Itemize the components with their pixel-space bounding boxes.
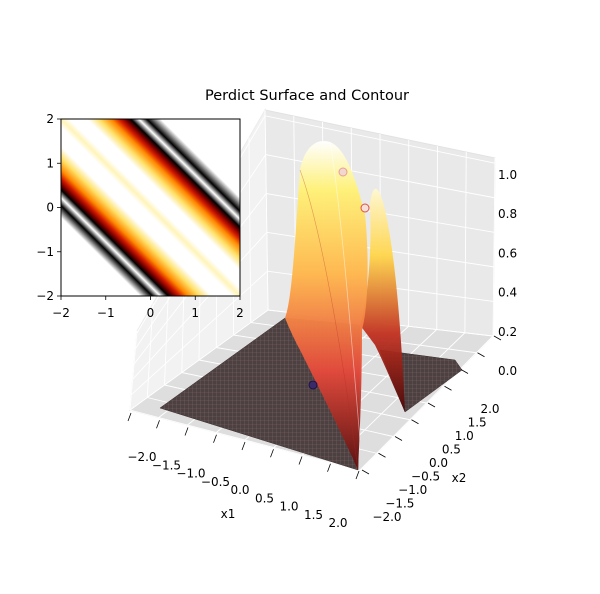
inset-y-tick-label: 0 (46, 201, 54, 215)
x2-tick-mark (427, 402, 436, 408)
inset-x-tick-label: −2 (52, 306, 70, 320)
x2-tick-mark (493, 335, 502, 341)
x1-tick-labels: −2.0−1.5−1.0−0.50.0 0.5 1.0 1.5 2.0 (127, 412, 360, 530)
x2-tick-label: −0.5 (411, 470, 440, 484)
x1-tick-label: 0.5 (255, 491, 274, 505)
inset-x-tick-label: −1 (97, 306, 115, 320)
x2-tick-mark (460, 369, 469, 374)
z-tick-label: 1.0 (498, 168, 517, 182)
x1-tick-mark (298, 456, 303, 465)
inset-x-tick-label: 2 (236, 306, 244, 320)
x2-tick-label: 0.5 (442, 443, 461, 457)
x1-tick-mark (355, 470, 360, 480)
inset-y-tick-label: 1 (46, 156, 54, 170)
contour-band (61, 119, 240, 296)
x1-tick-mark (156, 420, 160, 429)
x1-tick-mark (327, 463, 331, 472)
inset-y-ticks: −2 −1 0 1 2 (36, 112, 61, 303)
surface-ridge-back (360, 188, 405, 412)
surface-ridge-front (285, 140, 368, 470)
chart-title: Perdict Surface and Contour (205, 88, 409, 104)
x2-tick-mark (411, 419, 419, 425)
x1-axis-label: x1 (221, 507, 236, 521)
x1-tick-label: −2.0 (127, 450, 156, 464)
x1-tick-label: −1.5 (152, 458, 181, 472)
x2-tick-label: 1.0 (455, 429, 474, 443)
x1-tick-label: −0.5 (201, 475, 230, 489)
x1-tick-label: 1.5 (304, 508, 323, 522)
x2-tick-label: 1.5 (468, 416, 487, 430)
x2-tick-label: −1.0 (398, 483, 427, 497)
x2-tick-mark (378, 452, 386, 458)
data-point (360, 203, 370, 213)
inset-y-tick-label: −2 (36, 289, 54, 303)
x1-tick-mark (127, 412, 132, 422)
inset-x-ticks: −2 −1 0 1 2 (52, 296, 244, 320)
x2-tick-mark (444, 385, 452, 391)
x2-tick-mark (394, 436, 403, 441)
z-tick-label: 0.6 (498, 246, 517, 260)
x2-tick-mark (477, 352, 485, 358)
inset-x-tick-label: 1 (191, 306, 199, 320)
inset-y-tick-label: −1 (36, 245, 54, 259)
x2-tick-mark (361, 469, 370, 475)
x2-tick-label: 2.0 (480, 402, 499, 416)
z-tick-labels: 0.0 0.2 0.4 0.6 0.8 1.0 (498, 168, 517, 378)
contour-inset: −2 −1 0 1 2 −2 −1 0 1 2 (36, 112, 244, 320)
x1-tick-mark (184, 427, 189, 436)
x1-tick-label: 2.0 (328, 516, 347, 530)
data-point (338, 167, 348, 177)
x1-tick-label: −1.0 (176, 467, 205, 481)
z-tick-label: 0.0 (498, 364, 517, 378)
z-tick-label: 0.8 (498, 207, 517, 221)
data-point (308, 380, 318, 390)
z-tick-label: 0.2 (498, 325, 517, 339)
x1-tick-label: 1.0 (279, 500, 298, 514)
x1-tick-label: 0.0 (230, 483, 249, 497)
x1-tick-mark (241, 441, 246, 451)
x2-tick-label: −1.5 (385, 497, 414, 511)
x2-tick-label: −2.0 (372, 510, 401, 524)
x2-tick-label: 0.0 (429, 456, 448, 470)
x2-tick-labels: −2.0−1.5−1.0−0.50.00.51.01.52.0 (361, 335, 502, 524)
x2-axis-label: x2 (452, 471, 467, 485)
inset-y-tick-label: 2 (46, 112, 54, 126)
surface-plot (159, 140, 463, 471)
inset-x-tick-label: 0 (147, 306, 155, 320)
z-tick-label: 0.4 (498, 286, 517, 300)
x1-tick-mark (213, 434, 217, 443)
x1-tick-mark (270, 449, 274, 458)
